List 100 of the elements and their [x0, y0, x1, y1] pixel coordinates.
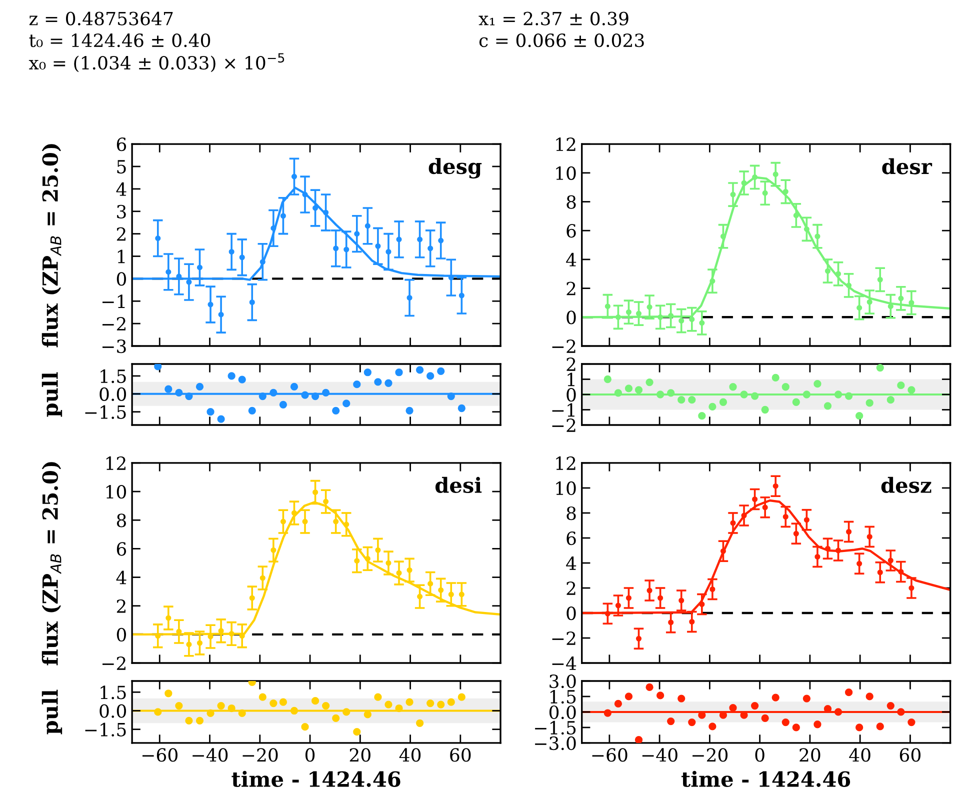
point: [406, 294, 412, 301]
point: [249, 595, 255, 601]
point: [846, 528, 852, 535]
point: [772, 483, 778, 489]
point: [844, 392, 853, 400]
point: [782, 718, 790, 726]
point: [280, 213, 286, 219]
point: [720, 234, 726, 240]
y-tick-label: 6: [566, 224, 576, 238]
point: [428, 246, 434, 252]
point: [406, 406, 414, 414]
point: [897, 708, 905, 716]
point: [835, 548, 842, 554]
point: [782, 188, 788, 194]
point: [804, 517, 810, 523]
point: [154, 708, 162, 716]
point: [291, 510, 298, 516]
point: [384, 700, 392, 708]
point: [270, 699, 278, 708]
point: [624, 384, 633, 392]
text: desg: [428, 158, 482, 178]
y-tick-label: 0: [566, 310, 576, 324]
point: [604, 375, 612, 384]
point: [185, 392, 193, 400]
point: [333, 518, 339, 524]
point: [626, 309, 632, 315]
point: [772, 694, 780, 702]
point: [196, 716, 204, 724]
point: [898, 568, 904, 575]
point: [699, 320, 705, 326]
point: [238, 376, 246, 384]
y-tick-label: 0: [116, 628, 126, 642]
point: [856, 305, 862, 311]
point: [658, 595, 664, 601]
text: desi: [435, 476, 482, 494]
point: [886, 702, 894, 710]
point: [175, 388, 183, 397]
point: [333, 246, 339, 252]
y-tick-label: 6: [116, 137, 126, 152]
point: [856, 724, 864, 732]
point: [646, 683, 654, 692]
point: [740, 390, 748, 398]
y-tick-label: −1: [552, 403, 574, 417]
point: [604, 709, 612, 717]
point: [186, 642, 192, 648]
point: [218, 312, 224, 318]
point: [667, 389, 675, 397]
y-tick-label: −2: [552, 631, 576, 645]
point: [155, 236, 161, 242]
point: [290, 382, 298, 391]
point: [667, 717, 675, 726]
x-tick-label: −40: [642, 748, 678, 762]
point: [886, 396, 894, 404]
point: [279, 400, 288, 408]
point: [888, 304, 894, 310]
point: [908, 718, 916, 726]
point: [750, 392, 759, 400]
point: [720, 548, 726, 554]
point: [741, 512, 747, 518]
point: [708, 722, 716, 730]
point: [374, 693, 382, 701]
point: [342, 400, 350, 408]
point: [678, 318, 684, 324]
y-tick-label: 2: [116, 227, 126, 241]
point: [384, 379, 392, 387]
point: [290, 706, 298, 715]
point: [888, 558, 894, 564]
x-tick-label: 40: [399, 748, 421, 762]
x-tick-label: −40: [192, 748, 228, 762]
point: [656, 692, 664, 700]
point: [228, 372, 236, 380]
point: [228, 248, 234, 255]
point: [375, 243, 381, 249]
point: [364, 223, 370, 229]
point: [762, 190, 768, 196]
y-tick-label: −2: [102, 317, 126, 330]
y-tick-label: 1.5: [100, 686, 126, 700]
y-tick-label: 2: [566, 357, 576, 371]
x-tick-label: 20: [800, 748, 820, 762]
point: [814, 380, 822, 388]
point: [792, 724, 800, 732]
point: [270, 388, 278, 397]
point: [750, 702, 759, 710]
point: [301, 723, 309, 731]
point: [208, 302, 214, 308]
y-tick-label: −1: [102, 294, 125, 308]
point: [312, 205, 318, 211]
y-axis-title: pull: [42, 690, 62, 734]
text: z = 0.48753647: [29, 12, 173, 26]
y-axis-title: pull: [42, 372, 62, 417]
point: [866, 399, 874, 407]
point: [364, 710, 372, 718]
point: [802, 694, 811, 702]
point: [279, 698, 288, 706]
y-tick-label: 8: [116, 514, 126, 528]
y-tick-label: 4: [116, 182, 126, 196]
point: [762, 504, 768, 510]
text: desr: [882, 158, 932, 174]
y-tick-label: 0: [116, 272, 126, 286]
point: [291, 174, 298, 180]
